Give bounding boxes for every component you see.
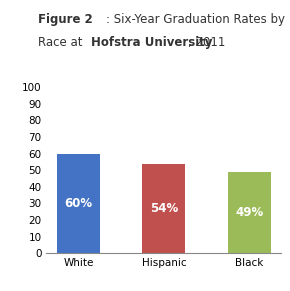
Text: 54%: 54% [150, 202, 178, 215]
Text: Race at: Race at [38, 36, 86, 49]
Text: , 2011: , 2011 [188, 36, 225, 49]
Text: 60%: 60% [64, 197, 93, 210]
Text: Hofstra University: Hofstra University [91, 36, 213, 49]
Text: Figure 2: Figure 2 [38, 13, 93, 26]
Bar [142, 164, 185, 253]
Bar [57, 154, 100, 253]
Text: : Six-Year Graduation Rates by: : Six-Year Graduation Rates by [106, 13, 285, 26]
Text: 49%: 49% [235, 206, 263, 219]
Bar [228, 172, 271, 253]
